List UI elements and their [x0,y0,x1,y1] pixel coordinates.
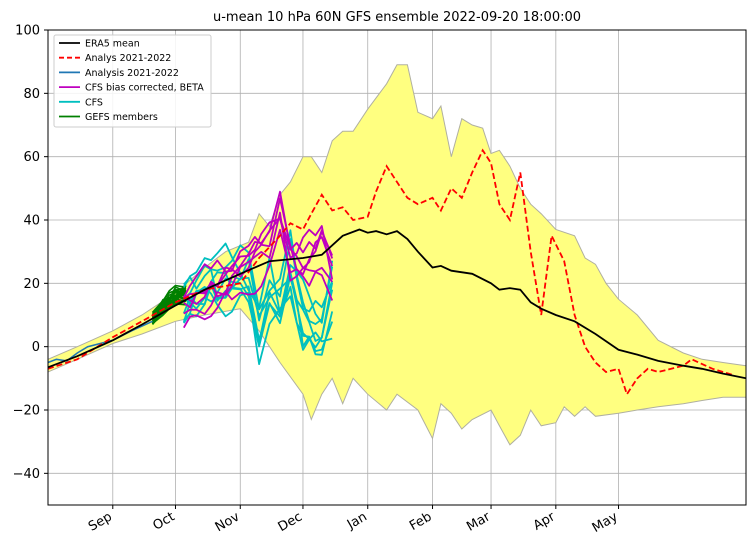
y-tick-label: 80 [23,87,40,102]
legend-label: CFS bias corrected, BETA [85,83,204,94]
y-tick-label: 40 [23,214,40,229]
chart-title: u-mean 10 hPa 60N GFS ensemble 2022-09-2… [213,10,581,25]
legend-label: CFS [85,97,103,108]
y-tick-label: 0 [32,340,40,355]
legend-box [53,34,212,128]
y-tick-label: −40 [13,467,40,482]
legend-label: GEFS members [85,112,158,123]
legend-label: ERA5 mean [85,39,140,50]
cfs-member-line-5 [182,271,334,349]
y-tick-label: 100 [15,24,40,39]
gefs-member-line-28 [151,291,187,324]
legend-label: Analysis 2021-2022 [85,68,179,79]
cfs-member-line-6 [183,286,334,365]
cfs-bias-corrected-line-6 [183,228,334,329]
analys-2021-2022-line [48,148,734,397]
cfs-bias-corrected-line-3 [183,217,334,299]
y-tick-label: 60 [23,150,40,165]
cfs-bias-corrected-line-1 [183,217,334,305]
axes-frame [47,29,747,506]
envelope-band [48,64,746,446]
cfs-bias-corrected-line-5 [183,211,333,315]
plot-series-group [48,64,746,446]
y-tick-label: −20 [13,404,40,419]
era5-mean-line [48,228,746,380]
cfs-member-line-8 [183,264,334,342]
gefs-member-line-31 [151,290,187,320]
legend-label: Analys 2021-2022 [85,53,171,64]
y-tick-label: 20 [23,277,40,292]
legend: ERA5 mean Analys 2021-2022 Analysis 2021-2… [53,34,212,128]
cfs-member-line-2 [183,229,334,325]
